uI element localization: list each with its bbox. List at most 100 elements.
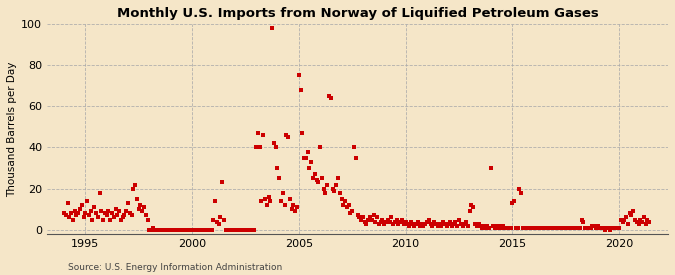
Point: [329, 188, 340, 193]
Point: [455, 221, 466, 226]
Point: [616, 217, 626, 222]
Point: [338, 203, 348, 207]
Point: [439, 221, 450, 226]
Point: [562, 226, 572, 230]
Point: [512, 226, 523, 230]
Point: [65, 211, 76, 216]
Point: [171, 228, 182, 232]
Point: [110, 207, 121, 211]
Point: [197, 228, 208, 232]
Point: [89, 205, 100, 209]
Point: [367, 217, 377, 222]
Point: [260, 197, 271, 201]
Point: [146, 228, 157, 232]
Point: [551, 226, 562, 230]
Point: [583, 226, 594, 230]
Point: [620, 215, 631, 220]
Point: [610, 226, 621, 230]
Point: [324, 94, 335, 98]
Point: [485, 166, 496, 170]
Point: [308, 176, 319, 181]
Point: [473, 221, 484, 226]
Point: [309, 172, 320, 177]
Point: [292, 205, 302, 209]
Title: Monthly U.S. Imports from Norway of Liquified Petroleum Gases: Monthly U.S. Imports from Norway of Liqu…: [117, 7, 599, 20]
Point: [495, 224, 506, 228]
Point: [383, 217, 394, 222]
Point: [558, 226, 569, 230]
Y-axis label: Thousand Barrels per Day: Thousand Barrels per Day: [7, 61, 17, 197]
Point: [427, 224, 437, 228]
Point: [281, 133, 292, 137]
Point: [457, 224, 468, 228]
Point: [315, 145, 325, 150]
Point: [498, 224, 509, 228]
Point: [639, 215, 649, 220]
Point: [434, 221, 445, 226]
Point: [468, 205, 479, 209]
Point: [368, 213, 379, 218]
Point: [254, 145, 265, 150]
Point: [359, 219, 370, 224]
Point: [416, 221, 427, 226]
Point: [196, 228, 207, 232]
Point: [392, 217, 402, 222]
Point: [271, 145, 281, 150]
Point: [261, 203, 272, 207]
Point: [92, 215, 103, 220]
Point: [470, 221, 481, 226]
Point: [297, 131, 308, 135]
Point: [319, 186, 329, 191]
Point: [445, 219, 456, 224]
Point: [202, 228, 213, 232]
Point: [587, 224, 597, 228]
Point: [421, 219, 432, 224]
Point: [574, 226, 585, 230]
Point: [142, 217, 153, 222]
Point: [641, 221, 651, 226]
Point: [78, 215, 89, 220]
Point: [210, 199, 221, 203]
Point: [418, 224, 429, 228]
Point: [306, 160, 317, 164]
Point: [619, 217, 630, 222]
Point: [269, 141, 279, 145]
Point: [384, 219, 395, 224]
Point: [370, 219, 381, 224]
Point: [372, 215, 383, 220]
Point: [358, 215, 369, 220]
Point: [493, 226, 504, 230]
Point: [138, 205, 149, 209]
Point: [576, 217, 587, 222]
Point: [585, 226, 596, 230]
Point: [548, 226, 559, 230]
Point: [496, 226, 507, 230]
Point: [612, 226, 622, 230]
Point: [221, 228, 232, 232]
Point: [126, 213, 137, 218]
Point: [432, 224, 443, 228]
Point: [180, 228, 190, 232]
Point: [387, 221, 398, 226]
Point: [215, 215, 226, 220]
Point: [90, 211, 101, 216]
Point: [60, 213, 71, 218]
Point: [190, 228, 201, 232]
Point: [172, 228, 183, 232]
Point: [362, 217, 373, 222]
Point: [622, 221, 633, 226]
Point: [103, 209, 114, 213]
Point: [446, 224, 457, 228]
Point: [217, 180, 227, 185]
Point: [628, 209, 639, 213]
Point: [436, 224, 447, 228]
Point: [62, 201, 73, 205]
Point: [532, 226, 543, 230]
Point: [64, 215, 75, 220]
Point: [404, 224, 414, 228]
Point: [599, 228, 610, 232]
Point: [347, 209, 358, 213]
Point: [411, 221, 422, 226]
Point: [539, 226, 549, 230]
Point: [452, 224, 462, 228]
